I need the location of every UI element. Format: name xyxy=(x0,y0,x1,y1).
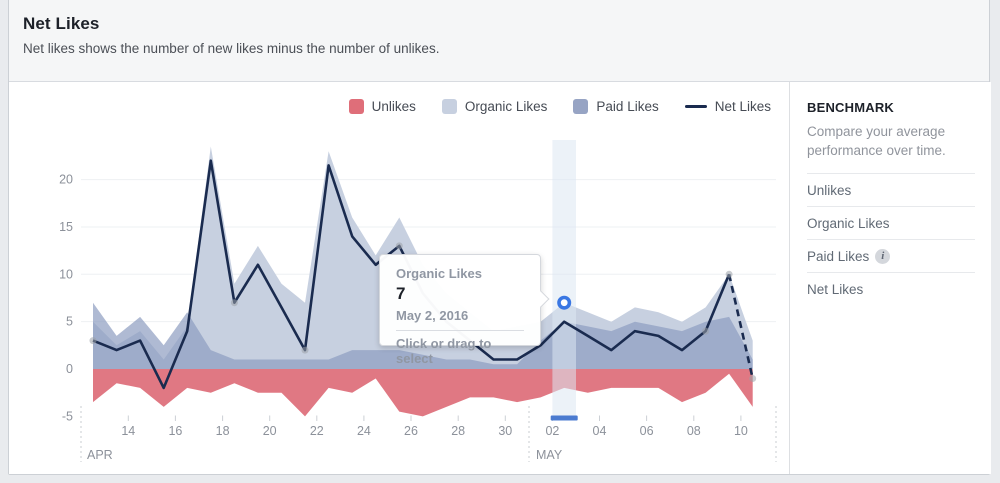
legend-swatch-icon xyxy=(573,99,589,114)
hovered-point-marker xyxy=(557,295,572,310)
month-label: APR xyxy=(87,448,113,462)
legend-swatch-icon xyxy=(441,99,457,114)
data-point-dot xyxy=(702,327,710,335)
x-tick-label: 14 xyxy=(121,424,135,438)
net-likes-line-projected xyxy=(727,274,754,379)
data-point-dot xyxy=(749,375,757,382)
y-tick-label: 15 xyxy=(59,220,73,234)
x-tick-label: 16 xyxy=(168,424,182,438)
x-tick-label: 26 xyxy=(404,424,418,438)
data-point-dot xyxy=(301,346,309,354)
selected-day-bar xyxy=(550,415,578,421)
chart-tooltip: Organic Likes 7 May 2, 2016 Click or dra… xyxy=(379,254,541,366)
legend-label: Unlikes xyxy=(371,99,416,114)
month-label: MAY xyxy=(536,448,563,462)
benchmark-item-paid-likes[interactable]: Paid Likes i xyxy=(807,239,975,272)
benchmark-item-label: Unlikes xyxy=(807,183,852,198)
card-header: Net Likes Net likes shows the number of … xyxy=(9,0,989,81)
chart-legend: Unlikes Organic Likes Paid Likes Net Likes xyxy=(348,99,771,114)
x-tick-label: 22 xyxy=(310,424,324,438)
y-tick-label: 0 xyxy=(66,362,73,376)
data-point-dot xyxy=(230,299,238,307)
legend-label: Organic Likes xyxy=(464,99,548,114)
benchmark-item-label: Net Likes xyxy=(807,282,864,297)
chart-plot-area[interactable]: 14 16 18 20 22 24 26 28 30 02 04 06 08 10 APR MAY 20 15 10… xyxy=(9,82,789,480)
x-tick-label: 02 xyxy=(545,424,559,438)
tooltip-series-label: Organic Likes xyxy=(396,266,482,281)
legend-label: Paid Likes xyxy=(596,99,659,114)
benchmark-item-unlikes[interactable]: Unlikes xyxy=(807,173,975,206)
unlikes-area xyxy=(93,369,753,417)
benchmark-item-label: Organic Likes xyxy=(807,216,890,231)
tooltip-divider xyxy=(396,330,524,331)
data-point-dot xyxy=(725,270,733,278)
legend-item-organic-likes[interactable]: Organic Likes xyxy=(441,99,548,114)
benchmark-item-label: Paid Likes xyxy=(807,249,870,264)
x-tick-label: 10 xyxy=(734,424,748,438)
tooltip-date: May 2, 2016 xyxy=(396,308,469,323)
page-subtitle: Net likes shows the number of new likes … xyxy=(23,41,440,56)
x-tick-label: 28 xyxy=(451,424,465,438)
y-tick-label: -5 xyxy=(62,409,73,423)
x-tick-label: 20 xyxy=(263,424,277,438)
legend-swatch-icon xyxy=(684,104,707,109)
legend-swatch-icon xyxy=(348,99,364,114)
legend-label: Net Likes xyxy=(714,99,771,114)
organic-likes-area xyxy=(93,146,753,369)
x-tick-label: 18 xyxy=(216,424,230,438)
legend-item-unlikes[interactable]: Unlikes xyxy=(348,99,416,114)
benchmark-item-organic-likes[interactable]: Organic Likes xyxy=(807,206,975,239)
y-tick-label: 20 xyxy=(59,173,73,187)
net-likes-card: Net Likes Net likes shows the number of … xyxy=(8,0,991,475)
tooltip-value: 7 xyxy=(396,284,406,303)
x-tick-label: 30 xyxy=(498,424,512,438)
legend-item-paid-likes[interactable]: Paid Likes xyxy=(573,99,659,114)
y-tick-label: 10 xyxy=(59,267,73,281)
x-tick-label: 06 xyxy=(640,424,654,438)
chart-and-benchmark: Unlikes Organic Likes Paid Likes Net Likes … xyxy=(9,81,991,474)
benchmark-panel: BENCHMARK Compare your average performan… xyxy=(789,82,991,474)
benchmark-heading: BENCHMARK xyxy=(807,100,895,115)
page-title: Net Likes xyxy=(23,14,100,33)
data-point-dot xyxy=(89,337,97,345)
tooltip-hint: Click or drag to select xyxy=(396,336,492,366)
benchmark-item-net-likes[interactable]: Net Likes xyxy=(807,272,975,305)
x-tick-label: 08 xyxy=(687,424,701,438)
benchmark-list: Unlikes Organic Likes Paid Likes i Net Likes xyxy=(807,173,975,305)
x-tick-label: 04 xyxy=(593,424,607,438)
legend-item-net-likes[interactable]: Net Likes xyxy=(684,99,771,114)
data-point-dot xyxy=(395,242,403,250)
benchmark-description: Compare your average performance over ti… xyxy=(807,124,946,158)
y-tick-label: 5 xyxy=(66,315,73,329)
selected-day-band xyxy=(552,140,576,416)
x-tick-label: 24 xyxy=(357,424,371,438)
net-likes-chart[interactable]: Unlikes Organic Likes Paid Likes Net Likes … xyxy=(9,82,789,474)
info-icon[interactable]: i xyxy=(875,249,891,264)
paid-likes-area xyxy=(93,302,753,369)
